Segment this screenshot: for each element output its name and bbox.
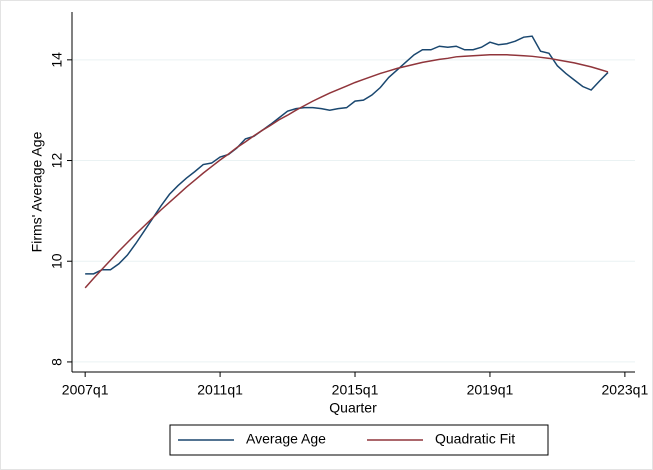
- x-tick-label: 2011q1: [197, 382, 243, 398]
- series-line: [84, 54, 609, 289]
- plot-area: [72, 12, 635, 372]
- y-tick-label: 8: [49, 358, 65, 366]
- legend-label: Quadratic Fit: [435, 431, 515, 447]
- legend-label: Average Age: [246, 431, 326, 447]
- series-line: [85, 35, 609, 275]
- x-tick-label: 2023q1: [602, 382, 649, 398]
- y-tick-label: 14: [49, 52, 65, 68]
- x-tick-label: 2015q1: [332, 382, 379, 398]
- y-tick-label: 10: [49, 253, 65, 269]
- y-axis-label: Firms' Average Age: [29, 131, 45, 252]
- x-tick-label: 2019q1: [467, 382, 514, 398]
- y-tick-label: 12: [49, 153, 65, 169]
- x-tick-label: 2007q1: [62, 382, 109, 398]
- x-axis-label: Quarter: [329, 400, 377, 416]
